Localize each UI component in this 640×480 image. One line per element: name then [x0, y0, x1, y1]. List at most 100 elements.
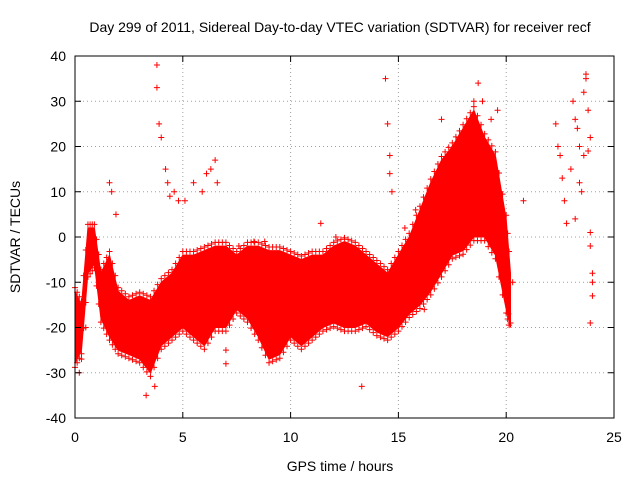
- data-point-edge: [109, 341, 116, 348]
- data-point-edge: [492, 255, 499, 262]
- data-point-edge: [172, 260, 179, 267]
- data-point-edge: [95, 300, 102, 307]
- data-point-edge: [103, 331, 110, 338]
- data-point: [250, 238, 257, 245]
- data-point: [475, 80, 482, 87]
- data-point-edge: [323, 245, 330, 252]
- data-point-edge: [154, 281, 161, 288]
- data-point-edge: [370, 329, 377, 336]
- data-point: [580, 89, 587, 96]
- data-point-edge: [434, 279, 441, 286]
- data-point-edge: [158, 346, 165, 353]
- data-point-edge: [309, 337, 316, 344]
- data-point-edge: [291, 249, 298, 256]
- data-point-edge: [287, 248, 294, 255]
- data-point-edge: [151, 364, 158, 371]
- data-point: [78, 356, 85, 363]
- data-point-edge: [413, 308, 420, 315]
- data-point-edge: [78, 350, 85, 357]
- data-point: [578, 188, 585, 195]
- data-point-edge: [294, 343, 301, 350]
- data-point: [570, 98, 577, 105]
- data-point-edge: [80, 272, 87, 279]
- data-point-edge: [140, 364, 147, 371]
- y-axis-label: SDTVAR / TECUs: [7, 181, 23, 293]
- data-point-edge: [169, 337, 176, 344]
- data-point-edge: [194, 246, 201, 253]
- data-point-edge: [103, 254, 110, 261]
- data-point: [108, 188, 115, 195]
- data-point-edge: [154, 355, 161, 362]
- data-point-edge: [398, 242, 405, 249]
- data-point-edge: [161, 343, 168, 350]
- data-point: [585, 148, 592, 155]
- data-point-edge: [363, 248, 370, 255]
- data-point-edge: [140, 290, 147, 297]
- data-point-edge: [474, 112, 481, 119]
- data-point-edge: [427, 291, 434, 298]
- data-point-edge: [106, 248, 113, 255]
- data-point-edge: [359, 245, 366, 252]
- data-point-edge: [91, 264, 98, 271]
- data-point-edge: [84, 273, 91, 280]
- y-tick-label: -30: [46, 365, 66, 381]
- data-point: [479, 98, 486, 105]
- y-tick-label: -10: [46, 274, 66, 290]
- data-point-edge: [240, 316, 247, 323]
- data-point-edge: [284, 246, 291, 253]
- data-point-edge: [158, 275, 165, 282]
- data-point-edge: [416, 203, 423, 210]
- data-point-edge: [248, 325, 255, 332]
- data-point-edge: [230, 245, 237, 252]
- data-point-edge: [467, 109, 474, 116]
- data-point: [207, 166, 214, 173]
- data-point-edge: [165, 340, 172, 347]
- data-point-edge: [190, 337, 197, 344]
- data-point-edge: [240, 242, 247, 249]
- data-point-edge: [147, 373, 154, 380]
- data-point-edge: [262, 242, 269, 249]
- data-point-edge: [355, 326, 362, 333]
- data-point-edge: [201, 346, 208, 353]
- data-point: [574, 125, 581, 132]
- data-point-edge: [363, 323, 370, 330]
- data-point: [121, 315, 128, 322]
- data-point-edge: [381, 335, 388, 342]
- data-point: [585, 107, 592, 114]
- data-point-edge: [337, 326, 344, 333]
- data-point: [509, 279, 516, 286]
- data-point: [559, 175, 566, 182]
- data-point-edge: [161, 272, 168, 279]
- x-tick-label: 10: [283, 429, 299, 445]
- data-point-edge: [463, 246, 470, 253]
- data-point-edge: [481, 130, 488, 137]
- data-point: [552, 120, 559, 127]
- data-point: [153, 84, 160, 91]
- data-point-edge: [327, 325, 334, 332]
- data-point-edge: [334, 325, 341, 332]
- data-point: [153, 62, 160, 69]
- data-point-edge: [391, 254, 398, 261]
- data-point: [384, 120, 391, 127]
- data-point-edge: [305, 249, 312, 256]
- data-point-edge: [316, 331, 323, 338]
- data-point: [438, 116, 445, 123]
- data-point-edge: [427, 176, 434, 183]
- data-point-edge: [95, 251, 102, 258]
- data-point-edge: [222, 328, 229, 335]
- data-point: [587, 229, 594, 236]
- data-point: [270, 279, 277, 286]
- data-point-edge: [352, 328, 359, 335]
- data-point-edge: [233, 310, 240, 317]
- data-point-edge: [384, 337, 391, 344]
- data-point-edge: [496, 170, 503, 177]
- data-point: [455, 134, 462, 141]
- data-point: [589, 270, 596, 277]
- data-point: [388, 188, 395, 195]
- data-point-edge: [133, 358, 140, 365]
- data-point-edge: [413, 212, 420, 219]
- data-point: [352, 252, 359, 259]
- data-point-edge: [355, 242, 362, 249]
- data-point-edge: [165, 269, 172, 276]
- data-point: [212, 157, 219, 164]
